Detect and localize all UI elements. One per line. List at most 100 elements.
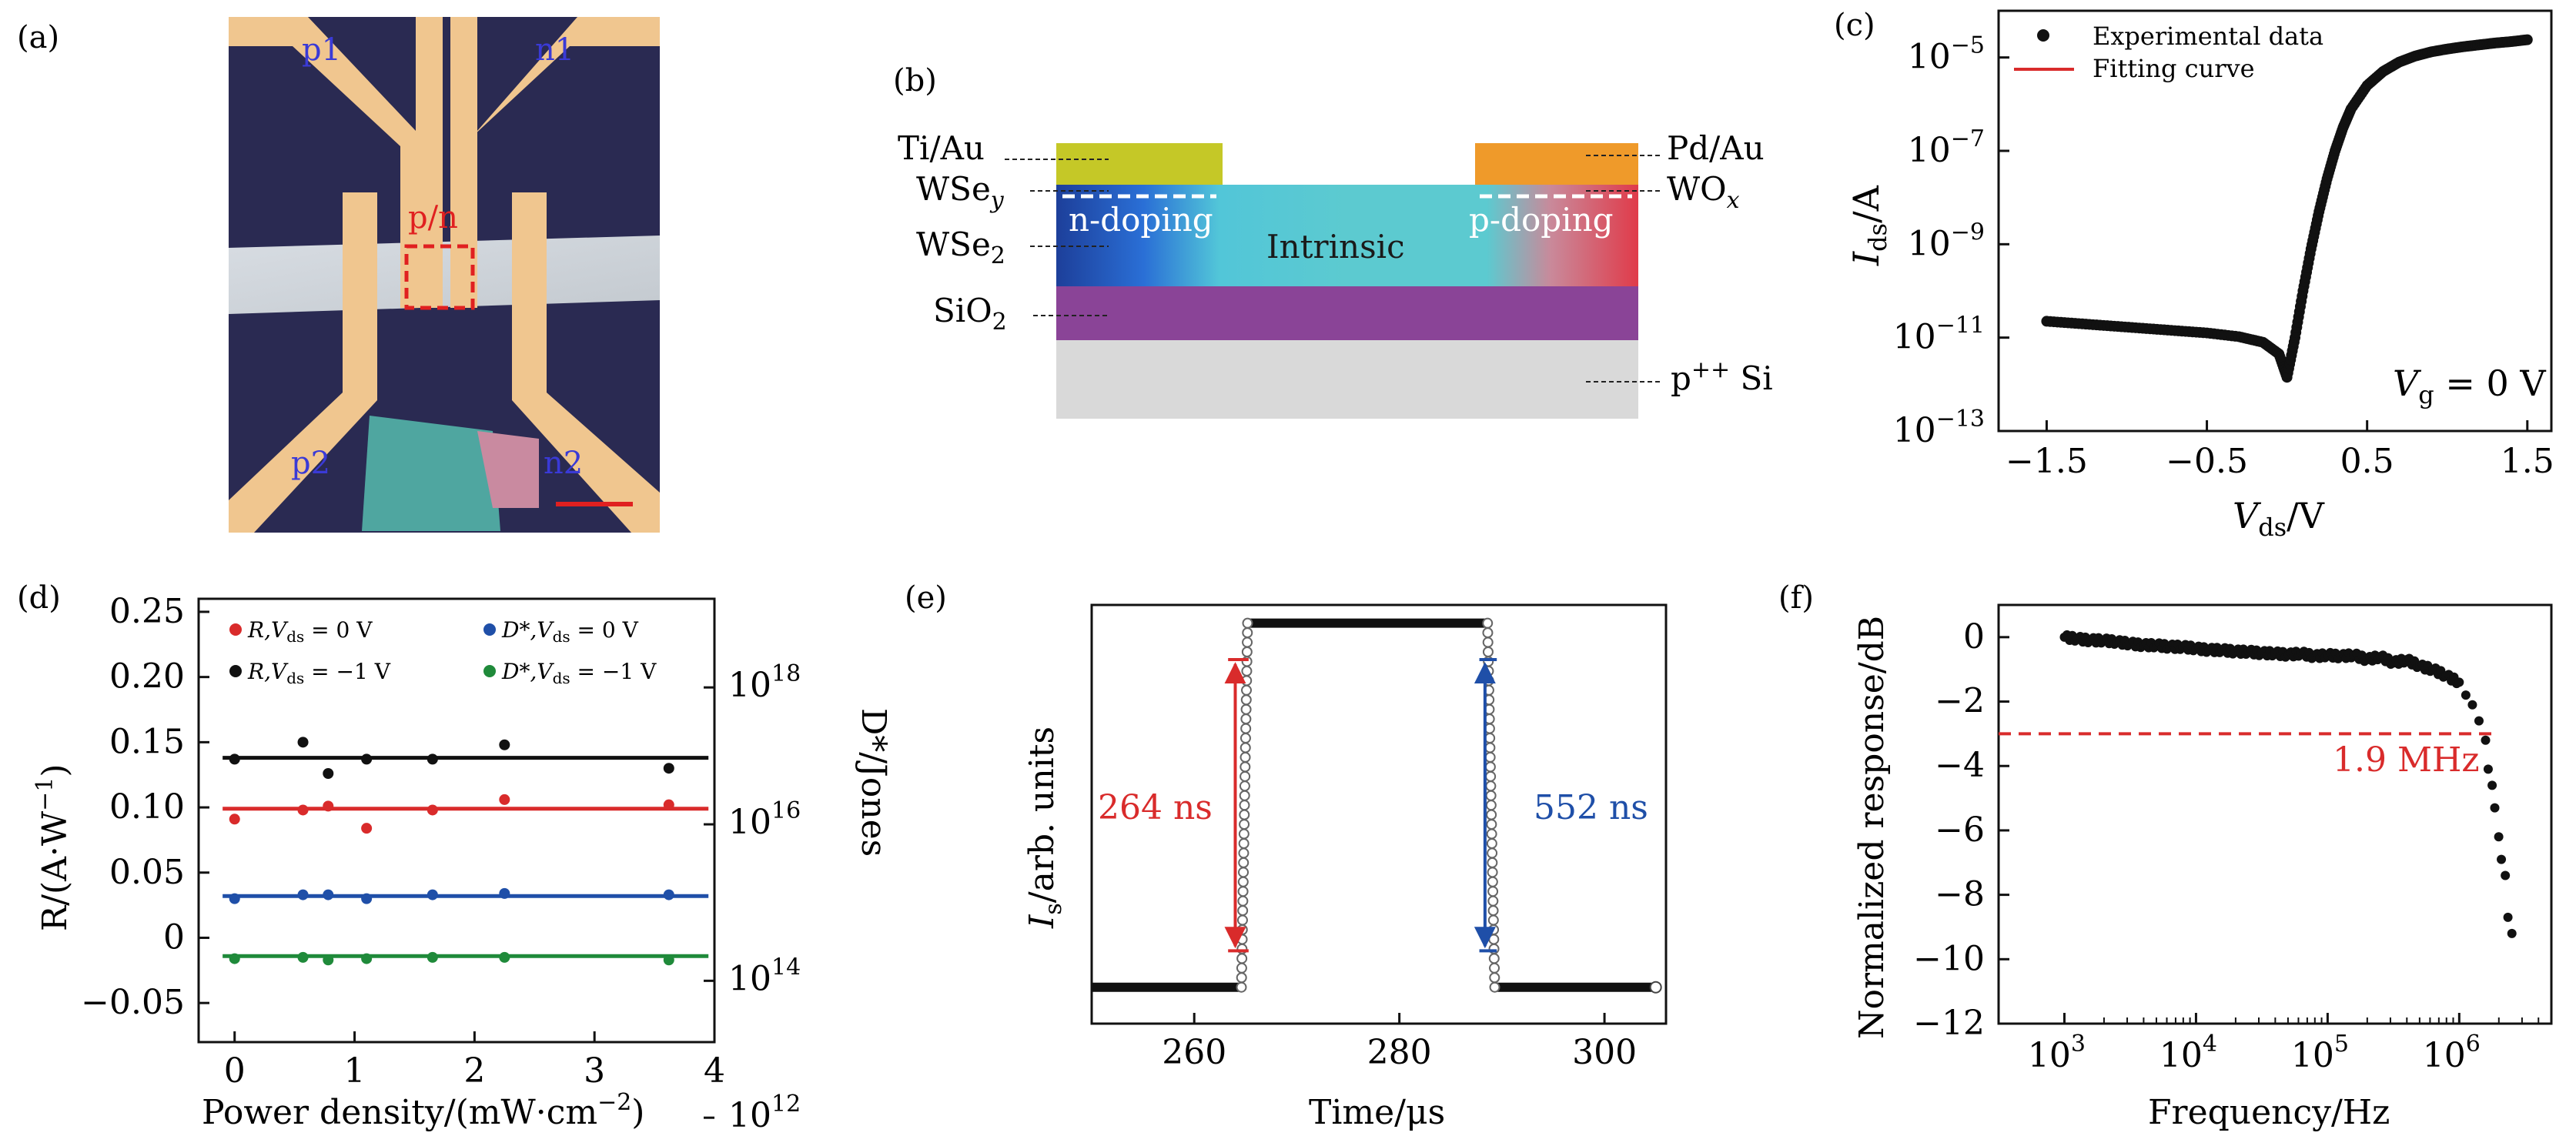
electrode-p1 [229, 17, 416, 308]
falling-edge-point [1486, 828, 1497, 840]
falling-edge-point [1488, 934, 1500, 945]
layer-label-ti-au: Ti/Au [898, 129, 985, 167]
rising-edge-point [1236, 914, 1248, 926]
data-point-d [323, 954, 334, 966]
rising-edge-point [1239, 809, 1250, 820]
region-p-doping: p-doping [1469, 201, 1614, 239]
y-axis-label-e: Is/arb. units [1022, 727, 1067, 929]
falling-edge-point [1485, 790, 1497, 801]
x-tick-label-d: 3 [584, 1051, 605, 1091]
data-point-d [663, 763, 674, 774]
panel-a-micrograph: p1 n1 p2 n2 p/n [229, 17, 660, 533]
x-tick-label-c: −1.5 [2006, 442, 2088, 481]
right-tick-label-d: 1018 [728, 660, 801, 705]
plot-area-d [197, 597, 716, 1044]
rising-edge-point [1236, 924, 1248, 936]
x-tick-label-d: 0 [224, 1051, 246, 1091]
ylabel-c-tail: /A [1845, 185, 1887, 222]
y-tick-label-f: −10 [1913, 939, 1985, 978]
data-point-d [361, 753, 373, 765]
x-tick-label-d: 4 [704, 1051, 725, 1091]
data-point-d [427, 951, 438, 963]
y-tick-label-f: −8 [1935, 875, 1985, 914]
pad-label-p1: p1 [302, 32, 341, 68]
legend-r1-c: = −1 V [304, 659, 390, 684]
data-point-d [297, 951, 309, 963]
data-point-f [2507, 928, 2517, 938]
falling-edge-point [1487, 876, 1498, 887]
y-tick-label-c: 10−7 [1908, 125, 1985, 170]
y-ticks-c: 10−13 10−11 10−9 10−7 10−5 [1893, 32, 2009, 450]
xlabel-d-sup: −2 [597, 1089, 631, 1116]
legend-r1-b: ds [286, 669, 304, 687]
x-tick-label-c: −0.5 [2166, 442, 2248, 481]
falling-edge-point [1485, 770, 1497, 782]
data-point-f [2483, 764, 2493, 774]
ylabel-d-tail: ) [35, 763, 75, 777]
electrode-n2 [512, 192, 660, 533]
vg-sub: g [2418, 380, 2434, 409]
rising-edge-point [1242, 636, 1253, 648]
data-point-d [229, 953, 240, 964]
falling-edge-point [1487, 895, 1499, 907]
right-tick-label-d: 1012 [728, 1091, 801, 1135]
junction-label: p/n [408, 200, 458, 236]
legend-d1-c: = −1 V [570, 659, 657, 684]
xlabel-c-tail: /V [2287, 495, 2324, 536]
data-point-f [2501, 870, 2511, 880]
y-tick-label-f: −4 [1935, 746, 1985, 785]
layer-label-wsey: WSey [916, 170, 1005, 214]
y-tick-label-c: 10−13 [1893, 406, 1985, 450]
sio2-main: SiO [933, 292, 992, 329]
falling-edge-point [1485, 800, 1497, 811]
data-point-c [2521, 34, 2533, 45]
wsey-main: WSe [916, 170, 991, 208]
ylabel-e-sub: s [1040, 903, 1067, 914]
vg-tail: = 0 V [2434, 363, 2547, 404]
data-point-d [663, 889, 674, 900]
rising-edge-point [1236, 981, 1247, 993]
xlabel-c-sub: ds [2258, 513, 2287, 542]
layer-label-si: p++ Si [1671, 356, 1773, 397]
data-point-d [297, 737, 309, 748]
ylabel-d-sup: −1 [32, 777, 59, 811]
falling-edge-point [1487, 867, 1498, 878]
flake-stripe [229, 236, 660, 314]
data-point-f [2481, 735, 2491, 745]
data-point-f [2503, 912, 2513, 922]
legend-label-fit: Fitting curve [2093, 54, 2255, 83]
y-axis-label-c: Ids/A [1845, 185, 1892, 266]
y-tick-label-f: 0 [1963, 617, 1985, 657]
ylabel-e-tail: /arb. units [1022, 727, 1062, 903]
cutoff-label: 1.9 MHz [2333, 740, 2480, 780]
rising-edge-point [1236, 934, 1248, 945]
rising-edge-point [1241, 675, 1253, 687]
legend-label-d0: D*,Vds = 0 V [501, 617, 639, 646]
layer-label-sio2: SiO2 [933, 292, 1007, 336]
data-point-f [2494, 832, 2504, 842]
pad-label-p2: p2 [291, 446, 330, 481]
rise-time-label: 264 ns [1098, 788, 1213, 827]
rising-edge-point [1238, 857, 1250, 868]
y-tick-label-d: −0.05 [81, 983, 185, 1022]
x-tick-label-f: 105 [2291, 1031, 2349, 1075]
x-tick-label-c: 1.5 [2501, 442, 2554, 481]
legend-marker-d0 [483, 623, 496, 636]
falling-edge-point [1489, 962, 1500, 974]
data-point-f [2454, 677, 2464, 687]
junction-box [404, 244, 475, 310]
xlabel-c-main: V [2233, 495, 2262, 536]
flake-teal [362, 416, 500, 531]
plot-area-f [1997, 603, 2553, 1025]
data-point-d [229, 814, 240, 825]
falling-edge-point [1485, 780, 1497, 792]
rising-edge-point [1241, 684, 1253, 696]
y-ticks-f: 0 −2 −4 −6 −8 −10 −12 [1913, 617, 2009, 1043]
x-axis-label-d: Power density/(mW·cm−2) [202, 1089, 644, 1132]
data-point-d [427, 804, 438, 816]
y-ticks-d: 0.25 0.20 0.15 0.10 0.05 0 −0.05 [81, 592, 209, 1022]
rising-edge-point [1240, 723, 1252, 734]
legend-marker-d1 [483, 665, 496, 677]
